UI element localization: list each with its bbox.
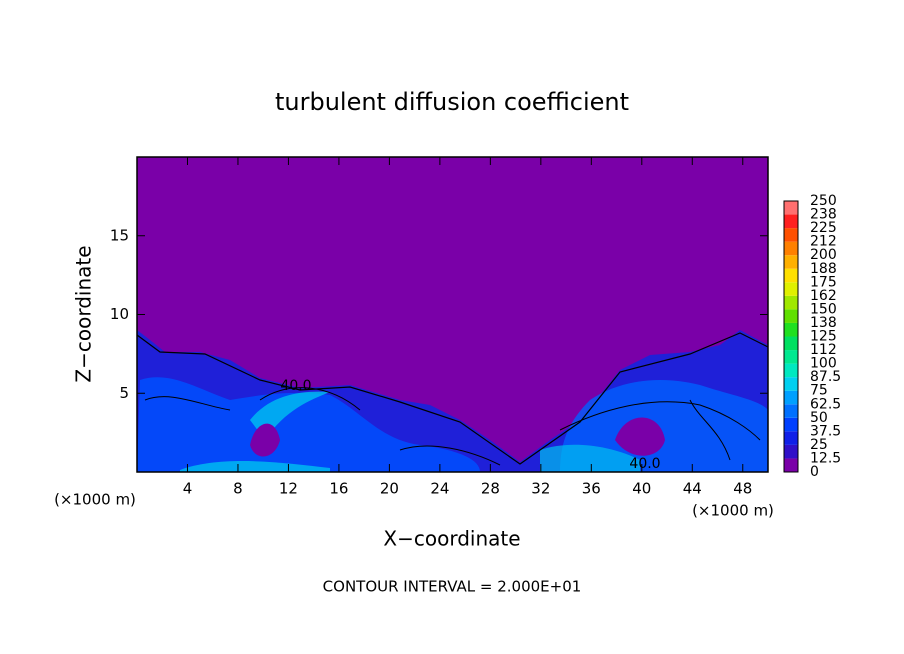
colorbar-frame xyxy=(783,200,799,473)
colorbar-cell xyxy=(784,228,798,242)
field-cyan-streak xyxy=(540,444,640,472)
colorbar-label: 250 xyxy=(810,193,837,209)
colorbar-cell xyxy=(784,390,798,405)
colorbar-cell xyxy=(784,404,798,418)
colorbar-label: 150 xyxy=(810,301,837,317)
colorbar-label: 50 xyxy=(810,410,828,426)
x-unit-label: (×1000 m) xyxy=(54,491,136,509)
annotation: 40.0 xyxy=(280,378,311,394)
colorbar-cell xyxy=(784,363,798,378)
y-tick-label: 15 xyxy=(110,226,129,244)
y-tick-label: 10 xyxy=(110,305,129,323)
colorbar-label: 125 xyxy=(810,329,837,345)
x-tick-label: 8 xyxy=(233,480,243,498)
colorbar-cell xyxy=(784,417,798,432)
colorbar-cell xyxy=(784,282,798,296)
colorbar-label: 212 xyxy=(810,234,837,250)
colorbar-label: 0 xyxy=(810,464,819,480)
x-axis-label: X−coordinate xyxy=(383,527,520,551)
colorbar-cell xyxy=(784,431,798,445)
x-tick-label: 12 xyxy=(279,480,298,498)
colorbar-label: 200 xyxy=(810,247,837,263)
field-purple-pocket xyxy=(250,423,280,457)
x-tick-label: 28 xyxy=(481,480,500,498)
x-tick-label: 32 xyxy=(531,480,550,498)
x-unit-label: (×1000 m) xyxy=(692,502,774,520)
colorbar-label: 37.5 xyxy=(810,423,841,439)
contour-line xyxy=(136,332,769,465)
colorbar-label: 100 xyxy=(810,356,837,372)
colorbar-label: 175 xyxy=(810,274,837,290)
colorbar-cell xyxy=(784,377,798,391)
colorbar-cell xyxy=(784,241,798,256)
colorbar-label: 12.5 xyxy=(810,450,841,466)
x-tick-label: 44 xyxy=(683,480,702,498)
colorbar-cell xyxy=(784,214,798,229)
colorbar-label: 238 xyxy=(810,207,837,223)
x-tick-label: 20 xyxy=(380,480,399,498)
colorbar-cell xyxy=(784,295,798,310)
field-blue-blob xyxy=(137,377,480,472)
field xyxy=(136,157,769,472)
colorbar-cell xyxy=(784,350,798,364)
x-tick-label: 4 xyxy=(183,480,193,498)
chart-title: turbulent diffusion coefficient xyxy=(275,88,629,116)
field-purple-pocket xyxy=(615,417,665,456)
colorbar-cell xyxy=(784,336,798,351)
colorbar-cell xyxy=(784,458,798,472)
colorbar-cell xyxy=(784,255,798,269)
annotation: CONTOUR INTERVAL = 2.000E+01 xyxy=(323,578,582,596)
colorbar-cell xyxy=(784,444,798,459)
colorbar-label: 225 xyxy=(810,220,837,236)
colorbar-label: 112 xyxy=(810,342,837,358)
colorbar-cell xyxy=(784,309,798,323)
colorbar-label: 62.5 xyxy=(810,396,841,412)
x-tick-label: 40 xyxy=(632,480,651,498)
colorbar-cell xyxy=(784,201,798,215)
x-tick-label: 48 xyxy=(733,480,752,498)
colorbar-label: 162 xyxy=(810,288,837,304)
colorbar-label: 87.5 xyxy=(810,369,841,385)
y-tick-label: 5 xyxy=(119,384,129,402)
x-tick-label: 36 xyxy=(582,480,601,498)
field-cyan-streak xyxy=(180,461,330,472)
colorbar-label: 25 xyxy=(810,437,828,453)
field-blue-blob xyxy=(560,380,768,472)
x-tick-label: 24 xyxy=(430,480,449,498)
contour-line xyxy=(144,387,761,466)
colorbar-label: 138 xyxy=(810,315,837,331)
x-tick-label: 16 xyxy=(329,480,348,498)
y-axis-label: Z−coordinate xyxy=(72,245,96,382)
colorbar-cell xyxy=(784,268,798,283)
annotation: 40.0 xyxy=(629,456,660,472)
colorbar-cell xyxy=(784,322,798,337)
colorbar-label: 75 xyxy=(810,383,828,399)
colorbar-label: 188 xyxy=(810,261,837,277)
